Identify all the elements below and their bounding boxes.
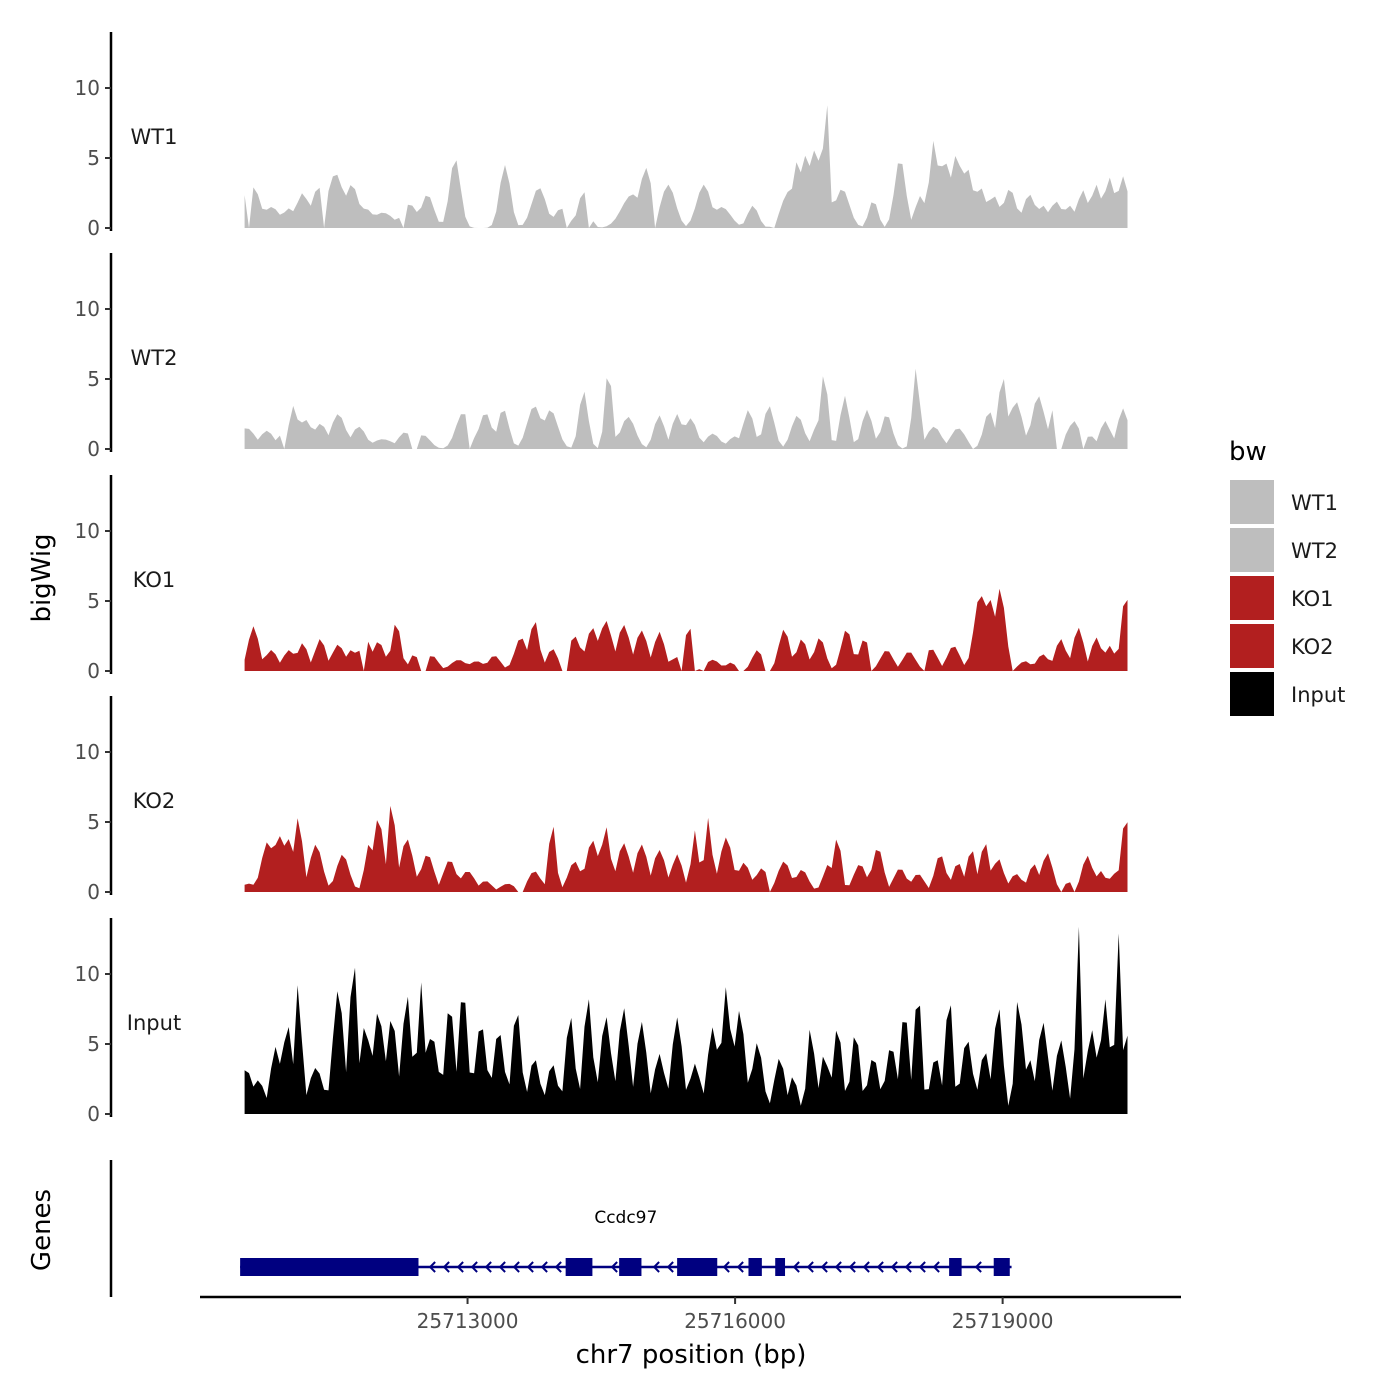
strand-arrow xyxy=(974,1261,982,1273)
y-tick-label: 10 xyxy=(75,76,100,100)
track-ko1: 0 5 10 KO1 xyxy=(75,475,1128,683)
y-tick-label: 5 xyxy=(87,367,100,391)
strand-arrow xyxy=(442,1261,450,1273)
strand-arrow xyxy=(932,1261,940,1273)
y-tick-label: 0 xyxy=(87,437,100,461)
legend-swatch-ko2 xyxy=(1230,624,1274,668)
legend-swatch-ko1 xyxy=(1230,576,1274,620)
strand-arrow xyxy=(792,1261,800,1273)
coverage-area-wt1 xyxy=(244,105,1128,228)
legend-swatch-wt2 xyxy=(1230,528,1274,572)
strand-arrow xyxy=(722,1261,730,1273)
genes-layer: Ccdc97 xyxy=(109,1160,1012,1297)
strand-arrow xyxy=(652,1261,660,1273)
y-axis-title: bigWig xyxy=(27,533,57,622)
strand-arrow xyxy=(876,1261,884,1273)
legend-title: bw xyxy=(1229,437,1267,467)
legend-swatch-input xyxy=(1230,672,1274,716)
strand-arrow xyxy=(736,1261,744,1273)
coverage-area-input xyxy=(244,926,1128,1114)
coverage-area-ko1 xyxy=(244,588,1128,671)
gene-exon xyxy=(748,1258,762,1276)
strand-arrow xyxy=(498,1261,506,1273)
gene-exon xyxy=(240,1258,419,1276)
track-ko2: 0 5 10 KO2 xyxy=(75,696,1128,904)
x-axis: 25713000 25716000 25719000 xyxy=(200,1295,1181,1333)
legend: bw WT1 WT2 KO1 KO2 Input xyxy=(1229,437,1345,716)
strand-arrow xyxy=(806,1261,814,1273)
gene-exon xyxy=(775,1258,786,1276)
track-label-wt1: WT1 xyxy=(131,125,178,149)
strand-arrow xyxy=(540,1261,548,1273)
x-tick-label: 25719000 xyxy=(952,1309,1054,1333)
genes-axis-title: Genes xyxy=(27,1189,57,1271)
y-tick-label: 10 xyxy=(75,740,100,764)
gene-exon xyxy=(565,1258,593,1276)
tracks-layer: 0 5 10 WT1 0 5 10 WT2 0 5 10 KO1 0 5 10 KO2 0 5 10 Input xyxy=(75,32,1128,1126)
legend-label-wt2: WT2 xyxy=(1291,539,1338,563)
track-label-ko2: KO2 xyxy=(133,789,176,813)
gene-exon xyxy=(949,1258,962,1276)
legend-label-ko1: KO1 xyxy=(1291,587,1334,611)
strand-arrow xyxy=(512,1261,520,1273)
strand-arrow xyxy=(470,1261,478,1273)
track-label-wt2: WT2 xyxy=(131,346,178,370)
strand-arrow xyxy=(890,1261,898,1273)
coverage-area-ko2 xyxy=(244,805,1128,892)
strand-arrow xyxy=(554,1261,562,1273)
track-label-ko1: KO1 xyxy=(133,568,176,592)
gene-exon xyxy=(677,1258,718,1276)
y-tick-label: 5 xyxy=(87,589,100,613)
y-tick-label: 5 xyxy=(87,146,100,170)
y-tick-label: 10 xyxy=(75,519,100,543)
y-tick-label: 0 xyxy=(87,880,100,904)
track-wt1: 0 5 10 WT1 xyxy=(75,32,1128,240)
y-tick-label: 0 xyxy=(87,216,100,240)
coverage-area-wt2 xyxy=(244,368,1128,449)
track-wt2: 0 5 10 WT2 xyxy=(75,253,1128,461)
strand-arrow xyxy=(834,1261,842,1273)
y-tick-label: 0 xyxy=(87,1102,100,1126)
x-tick-label: 25716000 xyxy=(684,1309,786,1333)
strand-arrow xyxy=(820,1261,828,1273)
strand-arrow xyxy=(428,1261,436,1273)
y-tick-label: 5 xyxy=(87,810,100,834)
legend-label-wt1: WT1 xyxy=(1291,491,1338,515)
y-tick-label: 0 xyxy=(87,659,100,683)
strand-arrow xyxy=(862,1261,870,1273)
strand-arrow xyxy=(456,1261,464,1273)
strand-arrow xyxy=(918,1261,926,1273)
strand-arrow xyxy=(484,1261,492,1273)
gene-label: Ccdc97 xyxy=(594,1208,657,1228)
y-tick-label: 5 xyxy=(87,1032,100,1056)
gene-exon xyxy=(993,1258,1010,1276)
gene-exon xyxy=(619,1258,642,1276)
x-axis-title: chr7 position (bp) xyxy=(576,1340,807,1370)
legend-label-input: Input xyxy=(1291,683,1345,707)
strand-arrow xyxy=(526,1261,534,1273)
strand-arrow xyxy=(904,1261,912,1273)
strand-arrow xyxy=(666,1261,674,1273)
track-label-input: Input xyxy=(127,1011,181,1035)
legend-label-ko2: KO2 xyxy=(1291,635,1334,659)
strand-arrow xyxy=(848,1261,856,1273)
x-tick-label: 25713000 xyxy=(417,1309,519,1333)
track-input: 0 5 10 Input xyxy=(75,918,1128,1126)
strand-arrow xyxy=(610,1261,618,1273)
y-tick-label: 10 xyxy=(75,962,100,986)
legend-swatch-wt1 xyxy=(1230,480,1274,524)
y-tick-label: 10 xyxy=(75,297,100,321)
